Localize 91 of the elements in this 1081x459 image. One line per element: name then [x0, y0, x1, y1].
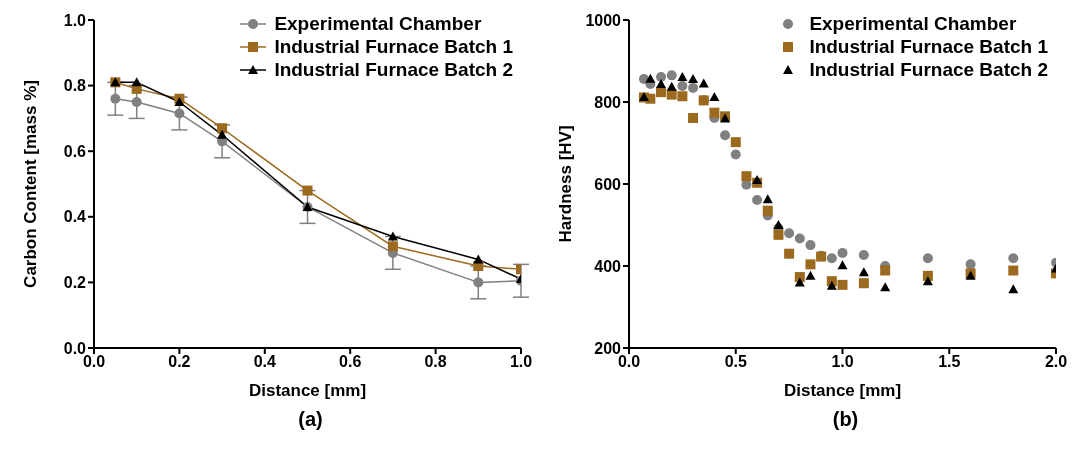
text: (b): [831, 408, 860, 431]
x-tick-label: 1.0: [509, 353, 533, 371]
x-tick-label: 0.8: [424, 353, 447, 371]
point: [773, 229, 784, 240]
y-tick-label: 0.8: [63, 77, 87, 95]
point: [131, 77, 142, 87]
point: [794, 277, 805, 287]
y-tick-label: 1000: [585, 11, 622, 29]
point: [677, 91, 688, 102]
point: [709, 92, 720, 102]
point: [752, 194, 763, 205]
point: [858, 267, 869, 277]
point: [666, 89, 677, 100]
x-tick-label: 1.5: [938, 353, 961, 371]
point: [826, 280, 837, 290]
x-tick-label: 0.0: [617, 353, 641, 371]
point: [677, 81, 688, 92]
point: [730, 137, 741, 148]
point: [387, 241, 398, 252]
point: [837, 279, 848, 290]
point: [794, 233, 805, 244]
point: [837, 247, 848, 258]
point: [837, 260, 848, 270]
legend-label: Industrial Furnace Batch 1: [274, 35, 513, 58]
point: [858, 249, 869, 260]
point: [302, 185, 313, 196]
point: [752, 174, 763, 184]
point: [473, 254, 484, 264]
point: [1008, 253, 1019, 264]
point: [805, 259, 816, 270]
x-tick-label: 2.0: [1044, 353, 1068, 371]
x-tick-label: 0.6: [339, 353, 362, 371]
point: [858, 278, 869, 289]
legend-label: Industrial Furnace Batch 1: [809, 35, 1048, 58]
point: [805, 270, 816, 280]
point: [473, 277, 484, 288]
legend-label: Industrial Furnace Batch 2: [274, 58, 513, 81]
y-axis-title: Carbon Content [mass %]: [21, 80, 41, 288]
point: [784, 228, 795, 239]
point: [666, 70, 677, 81]
point: [656, 71, 667, 82]
point: [826, 253, 837, 264]
point: [110, 93, 121, 104]
legend-label: Experimental Chamber: [809, 12, 1017, 35]
y-tick-label: 1.0: [63, 11, 87, 29]
point: [698, 78, 709, 88]
point: [688, 112, 699, 123]
point: [762, 205, 773, 216]
point: [688, 83, 699, 94]
point: [709, 107, 720, 118]
x-axis-title: Distance [mm]: [783, 381, 902, 400]
point: [174, 108, 185, 119]
x-tick-label: 0.5: [724, 353, 747, 371]
point: [174, 97, 185, 106]
y-tick-label: 400: [594, 257, 622, 275]
y-tick-label: 0.4: [63, 208, 87, 226]
y-tick-label: 800: [594, 93, 622, 111]
point: [1008, 284, 1019, 294]
legend-label: Experimental Chamber: [274, 12, 482, 35]
x-tick-label: 1.0: [831, 353, 854, 371]
y-tick-label: 600: [594, 175, 622, 193]
point: [762, 194, 773, 204]
point: [741, 171, 752, 182]
point: [1008, 265, 1019, 276]
x-tick-label: 0.2: [168, 353, 191, 371]
point: [688, 74, 699, 84]
point: [720, 130, 731, 141]
y-tick-label: 0.6: [63, 142, 87, 160]
point: [922, 276, 933, 286]
point: [677, 71, 688, 81]
x-axis-title: Distance [mm]: [248, 381, 367, 400]
x-tick-label: 0.0: [82, 353, 106, 371]
x-tick-label: 0.4: [253, 353, 277, 371]
point: [656, 78, 667, 88]
point: [217, 129, 228, 139]
point: [656, 87, 667, 98]
point: [131, 97, 142, 107]
point: [217, 123, 228, 134]
point: [773, 220, 784, 229]
point: [880, 265, 891, 276]
point: [805, 240, 816, 251]
point: [730, 149, 741, 160]
y-axis-title: Hardness [HV]: [556, 125, 576, 243]
point: [922, 253, 933, 264]
point: [666, 81, 677, 91]
point: [784, 248, 795, 259]
text: (a): [297, 408, 324, 431]
point: [645, 73, 656, 83]
point: [880, 282, 891, 292]
y-tick-label: 0.2: [63, 274, 87, 292]
legend-label: Industrial Furnace Batch 2: [809, 58, 1048, 81]
